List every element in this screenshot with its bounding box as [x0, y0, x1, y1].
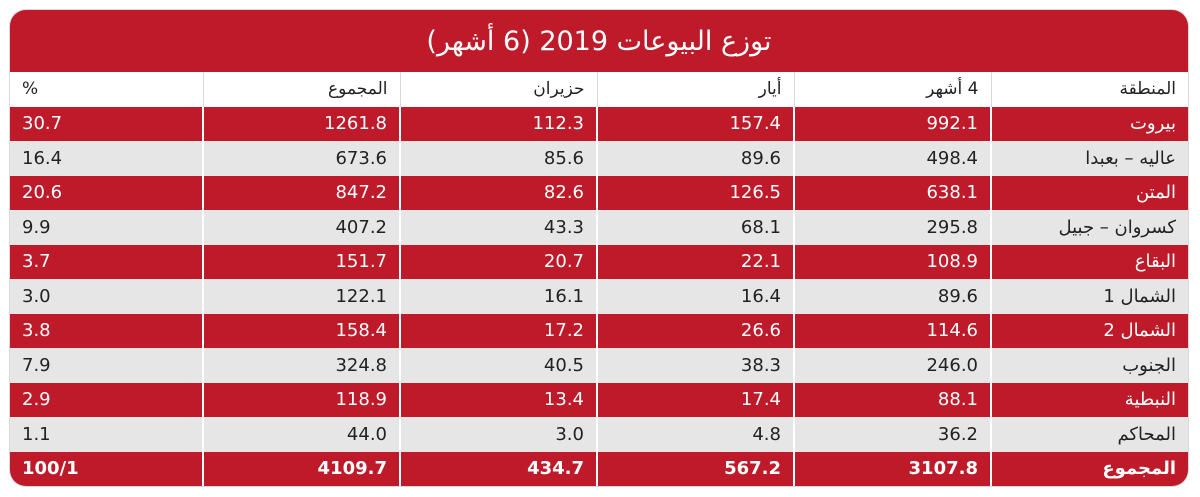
- cell-may: 22.1: [597, 244, 795, 279]
- cell-june: 82.6: [400, 175, 598, 210]
- table-row: بيروت 992.1 157.4 112.3 1261.8 30.7: [10, 106, 1188, 141]
- cell-four-months: 114.6: [794, 313, 992, 348]
- cell-four-months: 992.1: [794, 106, 992, 141]
- table-row: عاليه – بعبدا 498.4 89.6 85.6 673.6 16.4: [10, 141, 1188, 176]
- cell-total: 122.1: [203, 279, 401, 314]
- cell-four-months: 638.1: [794, 175, 992, 210]
- cell-percent: 3.8: [10, 313, 204, 348]
- cell-region: بيروت: [991, 106, 1188, 141]
- sales-distribution-table: المنطقة 4 أشهر أيار حزيران المجموع % بير…: [10, 72, 1188, 486]
- cell-june: 13.4: [400, 382, 598, 417]
- cell-region: المتن: [991, 175, 1188, 210]
- cell-region: كسروان – جبيل: [991, 210, 1188, 245]
- cell-total: 324.8: [203, 348, 401, 383]
- cell-total: 118.9: [203, 382, 401, 417]
- totals-row: المجموع 3107.8 567.2 434.7 4109.7 100/1: [10, 451, 1188, 486]
- table-row: الشمال 2 114.6 26.6 17.2 158.4 3.8: [10, 313, 1188, 348]
- cell-may: 38.3: [597, 348, 795, 383]
- cell-total: 673.6: [203, 141, 401, 176]
- cell-total: 1261.8: [203, 106, 401, 141]
- cell-percent: 3.7: [10, 244, 204, 279]
- cell-may: 126.5: [597, 175, 795, 210]
- cell-may: 16.4: [597, 279, 795, 314]
- table-row: الجنوب 246.0 38.3 40.5 324.8 7.9: [10, 348, 1188, 383]
- cell-june: 85.6: [400, 141, 598, 176]
- table-row: كسروان – جبيل 295.8 68.1 43.3 407.2 9.9: [10, 210, 1188, 245]
- table-row: المحاكم 36.2 4.8 3.0 44.0 1.1: [10, 417, 1188, 452]
- totals-total: 4109.7: [203, 451, 401, 486]
- cell-region: الشمال 1: [991, 279, 1188, 314]
- totals-four-months: 3107.8: [794, 451, 992, 486]
- cell-may: 26.6: [597, 313, 795, 348]
- header-may: أيار: [597, 72, 795, 107]
- cell-percent: 2.9: [10, 382, 204, 417]
- header-total: المجموع: [203, 72, 401, 107]
- cell-may: 157.4: [597, 106, 795, 141]
- table-row: الشمال 1 89.6 16.4 16.1 122.1 3.0: [10, 279, 1188, 314]
- cell-percent: 30.7: [10, 106, 204, 141]
- totals-may: 567.2: [597, 451, 795, 486]
- cell-percent: 9.9: [10, 210, 204, 245]
- cell-four-months: 36.2: [794, 417, 992, 452]
- cell-four-months: 246.0: [794, 348, 992, 383]
- cell-may: 17.4: [597, 382, 795, 417]
- cell-four-months: 498.4: [794, 141, 992, 176]
- cell-june: 16.1: [400, 279, 598, 314]
- table-row: المتن 638.1 126.5 82.6 847.2 20.6: [10, 175, 1188, 210]
- cell-percent: 20.6: [10, 175, 204, 210]
- cell-total: 44.0: [203, 417, 401, 452]
- cell-total: 158.4: [203, 313, 401, 348]
- table-row: النبطية 88.1 17.4 13.4 118.9 2.9: [10, 382, 1188, 417]
- cell-may: 68.1: [597, 210, 795, 245]
- cell-may: 4.8: [597, 417, 795, 452]
- cell-four-months: 89.6: [794, 279, 992, 314]
- cell-region: الجنوب: [991, 348, 1188, 383]
- table-row: البقاع 108.9 22.1 20.7 151.7 3.7: [10, 244, 1188, 279]
- totals-label: المجموع: [991, 451, 1188, 486]
- cell-region: المحاكم: [991, 417, 1188, 452]
- cell-percent: 3.0: [10, 279, 204, 314]
- cell-june: 43.3: [400, 210, 598, 245]
- cell-region: النبطية: [991, 382, 1188, 417]
- totals-june: 434.7: [400, 451, 598, 486]
- header-june: حزيران: [400, 72, 598, 107]
- cell-four-months: 295.8: [794, 210, 992, 245]
- cell-june: 40.5: [400, 348, 598, 383]
- cell-percent: 7.9: [10, 348, 204, 383]
- totals-percent: 100/1: [10, 451, 204, 486]
- cell-june: 112.3: [400, 106, 598, 141]
- cell-total: 151.7: [203, 244, 401, 279]
- header-four-months: 4 أشهر: [794, 72, 992, 107]
- cell-june: 3.0: [400, 417, 598, 452]
- header-row: المنطقة 4 أشهر أيار حزيران المجموع %: [10, 72, 1188, 107]
- header-percent: %: [10, 72, 204, 107]
- cell-total: 407.2: [203, 210, 401, 245]
- header-region: المنطقة: [991, 72, 1188, 107]
- cell-four-months: 108.9: [794, 244, 992, 279]
- cell-region: عاليه – بعبدا: [991, 141, 1188, 176]
- sales-table-card: توزع البيوعات 2019 (6 أشهر) المنطقة 4 أش…: [10, 10, 1188, 486]
- table-body: بيروت 992.1 157.4 112.3 1261.8 30.7 عالي…: [10, 106, 1188, 486]
- cell-may: 89.6: [597, 141, 795, 176]
- cell-percent: 1.1: [10, 417, 204, 452]
- cell-region: الشمال 2: [991, 313, 1188, 348]
- cell-total: 847.2: [203, 175, 401, 210]
- cell-june: 17.2: [400, 313, 598, 348]
- table-title: توزع البيوعات 2019 (6 أشهر): [10, 10, 1188, 72]
- cell-region: البقاع: [991, 244, 1188, 279]
- cell-four-months: 88.1: [794, 382, 992, 417]
- cell-june: 20.7: [400, 244, 598, 279]
- cell-percent: 16.4: [10, 141, 204, 176]
